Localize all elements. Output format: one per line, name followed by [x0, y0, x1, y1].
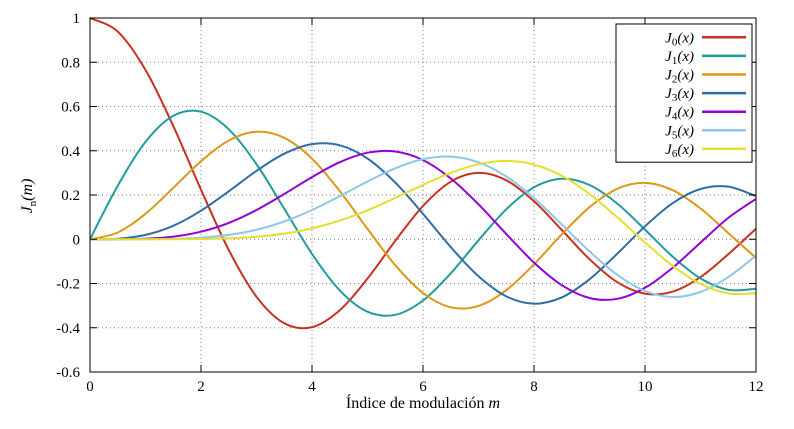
y-tick-label: 0.8: [61, 55, 80, 71]
curve-J5: [90, 155, 756, 299]
legend-label-J3: J3(x): [665, 86, 694, 104]
y-axis-label-base: J: [19, 206, 36, 214]
x-tick-label: 2: [197, 379, 205, 395]
legend-label-J2: J2(x): [665, 68, 694, 86]
curve-J1: [90, 109, 756, 317]
curve-J0: [90, 17, 756, 330]
x-axis-label: Índice de modulación m: [90, 395, 756, 413]
legend-label-J6: J6(x): [665, 142, 694, 160]
x-tick-label: 12: [749, 379, 764, 395]
y-axis-label-argument: (m): [19, 178, 36, 201]
legend-label-J5: J5(x): [665, 123, 694, 141]
y-axis-label-subscript: n: [27, 200, 40, 207]
x-tick-label: 0: [86, 379, 94, 395]
x-tick-label: 10: [638, 379, 653, 395]
y-axis-label: Jn(m): [19, 96, 41, 296]
curve-J4: [90, 149, 756, 301]
y-tick-label: 0.4: [61, 144, 80, 160]
legend-label-J4: J4(x): [665, 105, 694, 123]
y-tick-label: 1: [73, 11, 81, 27]
x-tick-label: 4: [308, 379, 316, 395]
y-tick-label: -0.6: [56, 365, 80, 381]
x-axis-label-variable: m: [488, 395, 501, 412]
y-tick-label: 0: [73, 232, 81, 248]
legend-label-J1: J1(x): [665, 49, 694, 67]
y-tick-label: -0.4: [56, 321, 80, 337]
y-tick-label: 0.2: [61, 188, 80, 204]
y-tick-label: -0.2: [56, 277, 80, 293]
y-tick-label: 0.6: [61, 100, 80, 116]
curve-J2: [90, 130, 756, 310]
curve-J3: [90, 142, 756, 305]
x-axis-label-text: Índice de modulación: [345, 395, 485, 412]
curve-J6: [90, 159, 756, 296]
legend-label-J0: J0(x): [665, 30, 694, 48]
x-tick-label: 6: [419, 379, 427, 395]
x-tick-label: 8: [530, 379, 538, 395]
